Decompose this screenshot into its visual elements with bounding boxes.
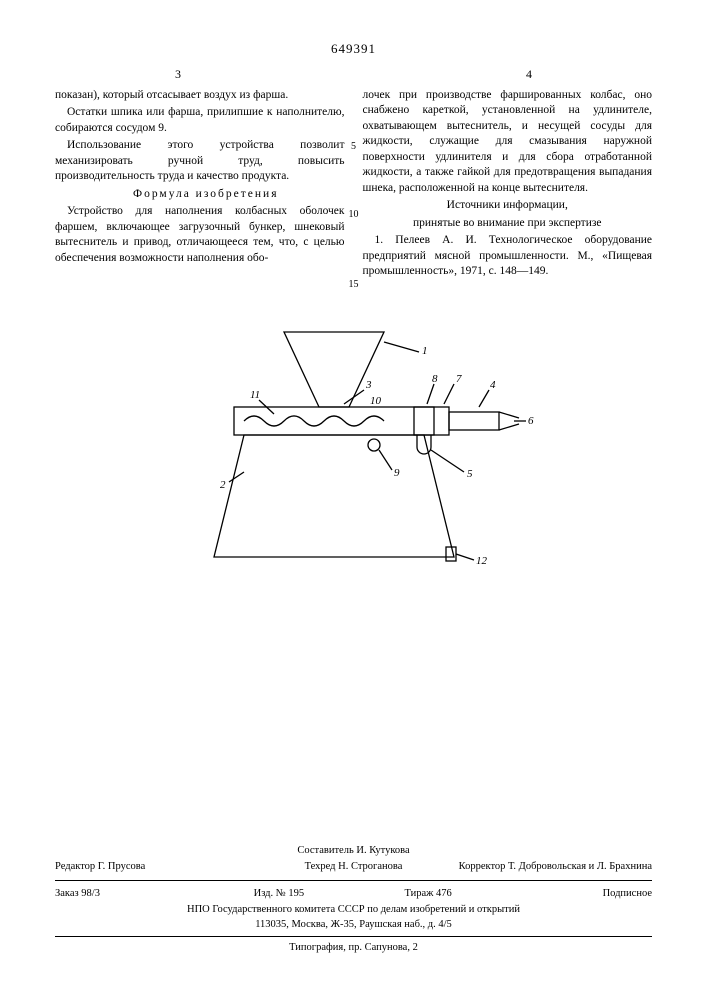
column-numbers: 3 4 [55,66,652,82]
fig-label: 4 [490,379,496,391]
corrector: Корректор Т. Добровольская и Л. Брахнина [453,860,652,874]
paragraph: Устройство для наполнения колбасных обол… [55,204,345,266]
fig-label: 5 [467,468,473,480]
formula-heading: Формула изобретения [55,187,345,203]
paragraph: лочек при производстве фаршированных кол… [363,88,653,197]
fig-label: 7 [456,373,462,385]
techred: Техред Н. Строганова [254,860,453,874]
fig-label: 12 [476,555,488,567]
paragraph: 1. Пелеев А. И. Технологическое оборудов… [363,233,653,280]
document-number: 649391 [55,40,652,58]
line-mark: 10 [346,208,362,222]
line-mark: 15 [346,278,362,292]
fig-label: 9 [394,467,400,479]
compiler-line: Составитель И. Кутукова [55,844,652,858]
paragraph: Остатки шпика или фарша, прилипшие к нап… [55,105,345,136]
fig-label: 6 [528,415,534,427]
sources-subheading: принятые во внимание при экспертизе [363,216,653,232]
credits-row: Редактор Г. Прусова Техред Н. Строганова… [55,858,652,876]
col-num-left: 3 [175,66,181,82]
order-no: Заказ 98/3 [55,887,204,901]
fig-label: 2 [220,479,226,491]
paragraph: Использование этого устройства позволит … [55,138,345,185]
fig-label: 10 [370,395,382,407]
divider [55,936,652,937]
tirazh: Тираж 476 [354,887,503,901]
fig-label: 3 [365,379,372,391]
paragraph: показан), который отсасывает воздух из ф… [55,88,345,104]
right-column: лочек при производстве фаршированных кол… [363,88,653,282]
imprint-block: Составитель И. Кутукова Редактор Г. Прус… [55,844,652,955]
text-columns: 5 10 15 показан), который отсасывает воз… [55,88,652,282]
patent-figure: 1 2 3 4 5 6 7 8 9 10 11 12 [174,322,534,602]
page: 649391 3 4 5 10 15 показан), который отс… [0,0,707,1000]
fig-label: 8 [432,373,438,385]
fig-label: 11 [250,389,260,401]
order-row: Заказ 98/3 Изд. № 195 Тираж 476 Подписно… [55,885,652,903]
fig-label: 1 [422,345,428,357]
address-line: 113035, Москва, Ж-35, Раушская наб., д. … [55,918,652,932]
editor: Редактор Г. Прусова [55,860,254,874]
divider [55,880,652,881]
podpisnoe: Подписное [503,887,652,901]
org-line: НПО Государственного комитета СССР по де… [55,903,652,917]
izd-no: Изд. № 195 [204,887,353,901]
line-mark: 5 [346,140,362,154]
sources-heading: Источники информации, [363,198,653,214]
typography-line: Типография, пр. Сапунова, 2 [55,941,652,955]
col-num-right: 4 [526,66,532,82]
left-column: показан), который отсасывает воздух из ф… [55,88,345,282]
